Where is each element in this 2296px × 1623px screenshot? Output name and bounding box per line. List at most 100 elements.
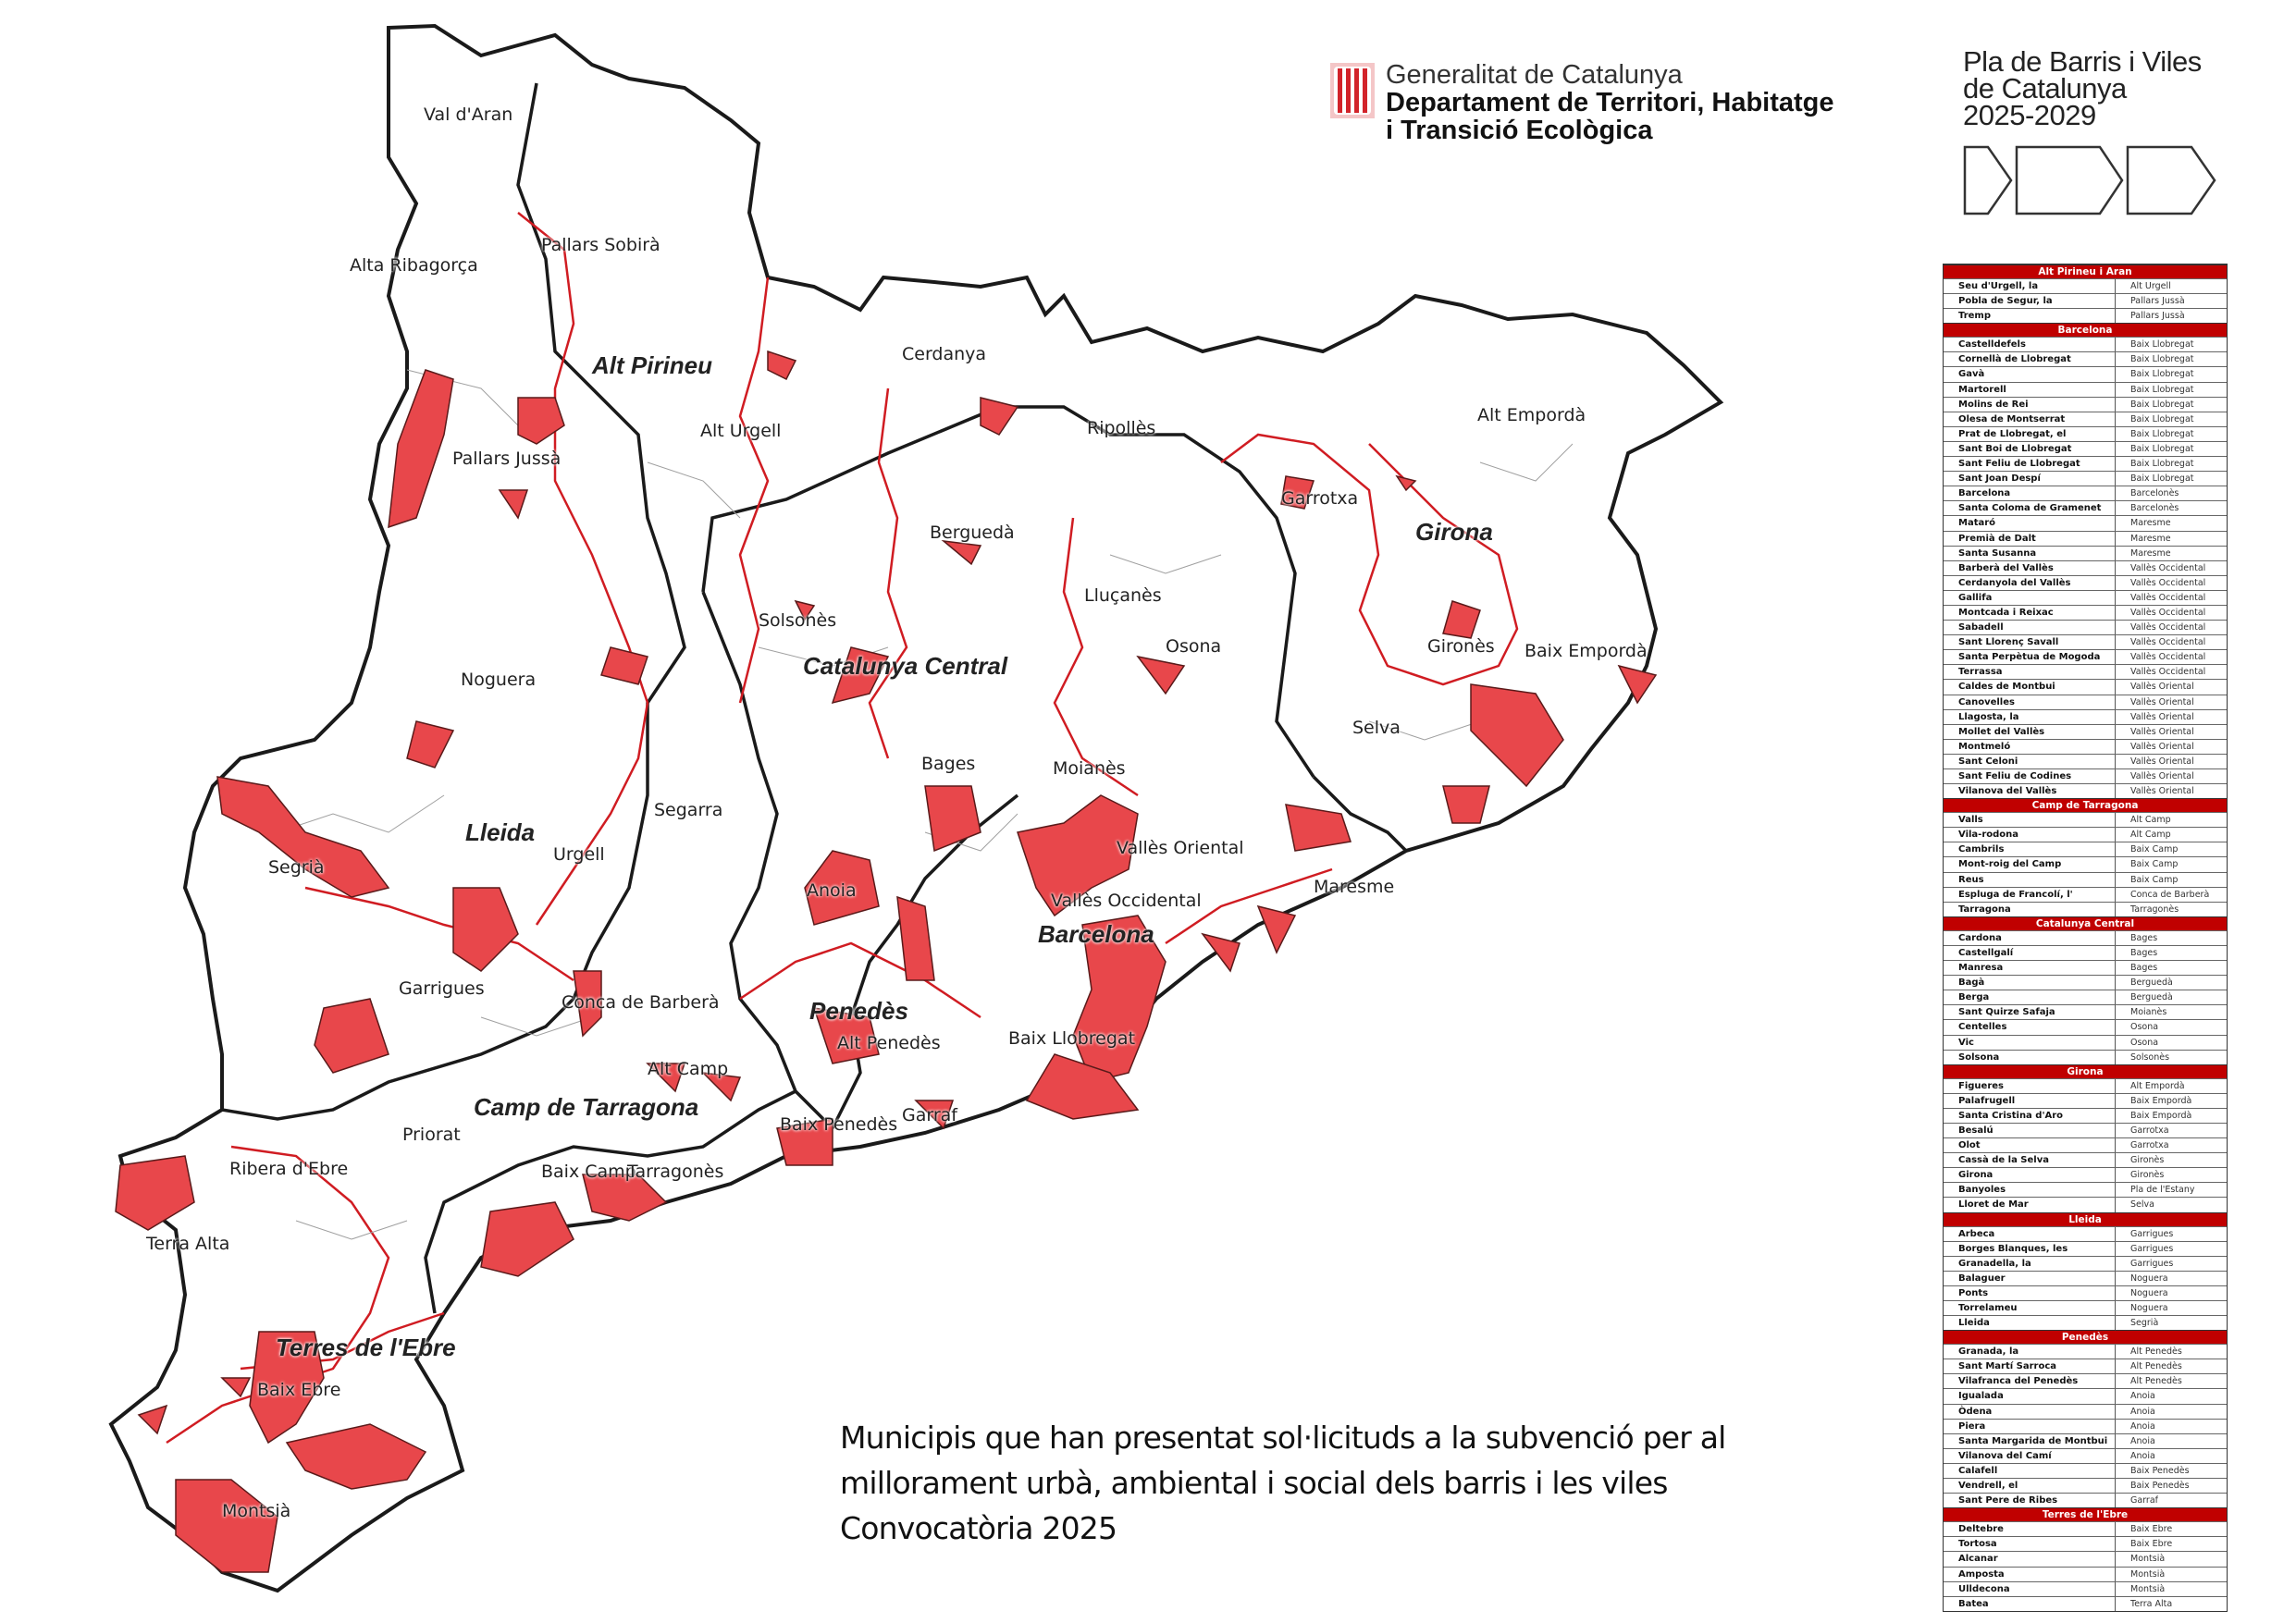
- comarca-name: Conca de Barberà: [2130, 889, 2210, 900]
- municipality-name: Alcanar: [1944, 1552, 2116, 1567]
- comarca-name: Vallès Occidental: [2130, 577, 2206, 588]
- province-border: [1312, 775, 1408, 853]
- comarca-label: Segrià: [268, 857, 325, 878]
- municipality-table: Alt Pirineu i Aran Seu d'Urgell, la Alt Ur…: [1943, 264, 2228, 1612]
- municipality-name: Palafrugell: [1944, 1093, 2116, 1108]
- table-group-header: Penedès: [1944, 1330, 2227, 1345]
- table-row: Castelldefels Baix Llobregat: [1944, 337, 2227, 352]
- department-name-line1: Departament de Territori, Habitatge: [1386, 88, 1834, 117]
- comarca-name: Noguera: [2130, 1287, 2168, 1298]
- municipality-name: Santa Perpètua de Mogoda: [1944, 650, 2116, 665]
- municipality-name: Granada, la: [1944, 1345, 2116, 1359]
- table-row: Valls Alt Camp: [1944, 812, 2227, 828]
- program-title-line2: de Catalunya: [1963, 72, 2127, 105]
- comarca-name: Gironès: [2130, 1155, 2165, 1166]
- comarca-name: Segrià: [2130, 1318, 2159, 1329]
- comarca-name: Baix Empordà: [2130, 1110, 2192, 1121]
- comarca-label: Pallars Sobirà: [541, 235, 660, 255]
- municipality-name: Llagosta, la: [1944, 709, 2116, 724]
- comarca-name: Alt Penedès: [2130, 1346, 2182, 1358]
- table-row: Santa Margarida de Montbui Anoia: [1944, 1432, 2227, 1448]
- municipality-name: Molins de Rei: [1944, 397, 2116, 412]
- table-row: Lleida Segrià: [1944, 1315, 2227, 1331]
- table-row: Sant Martí Sarroca Alt Penedès: [1944, 1359, 2227, 1374]
- municipality-name: Sant Boi de Llobregat: [1944, 441, 2116, 457]
- table-row: Sant Celoni Vallès Oriental: [1944, 753, 2227, 768]
- comarca-name: Baix Camp: [2130, 874, 2179, 885]
- municipality-name: Olot: [1944, 1138, 2116, 1153]
- comarca-name: Baix Llobregat: [2130, 354, 2194, 365]
- comarca-label: Alt Camp: [648, 1059, 729, 1079]
- municipality-name: Sant Quirze Safaja: [1944, 1005, 2116, 1020]
- municipality-name: Sant Pere de Ribes: [1944, 1494, 2116, 1508]
- municipality-name: Espluga de Francolí, l': [1944, 887, 2116, 902]
- municipality-name: Terrassa: [1944, 665, 2116, 680]
- table-row: Sant Llorenç Savall Vallès Occidental: [1944, 634, 2227, 650]
- comarca-name: Baix Penedès: [2130, 1481, 2190, 1492]
- comarca-name: Garrigues: [2130, 1258, 2174, 1269]
- municipality-name: Sant Celoni: [1944, 754, 2116, 768]
- table-row: Vilanova del Camí Anoia: [1944, 1447, 2227, 1463]
- comarca-name: Vallès Occidental: [2130, 592, 2206, 603]
- table-row: Vilanova del Vallès Vallès Oriental: [1944, 783, 2227, 799]
- comarca-name: Vallès Oriental: [2130, 682, 2194, 693]
- municipality-name: Canovelles: [1944, 695, 2116, 709]
- comarca-name: Gironès: [2130, 1170, 2165, 1181]
- municipality-name: Santa Susanna: [1944, 546, 2116, 560]
- table-row: Premià de Dalt Maresme: [1944, 530, 2227, 546]
- comarca-label: Baix Ebre: [257, 1380, 341, 1400]
- municipality-name: Cassà de la Selva: [1944, 1153, 2116, 1168]
- map-caption: Municipis que han presentat sol·licituds…: [840, 1415, 1726, 1551]
- municipality-name: Tremp: [1944, 309, 2116, 324]
- comarca-label: Alta Ribagorça: [350, 255, 478, 276]
- comarca-name: Bages: [2130, 932, 2158, 943]
- vegueria-borders: [166, 212, 1519, 1445]
- comarca-label: Ripollès: [1087, 418, 1156, 438]
- table-row: Òdena Anoia: [1944, 1403, 2227, 1419]
- municipality-name: Santa Margarida de Montbui: [1944, 1433, 2116, 1448]
- table-row: Lloret de Mar Selva: [1944, 1197, 2227, 1212]
- comarca-name: Vallès Oriental: [2130, 756, 2194, 767]
- comarca-label: Alt Penedès: [837, 1033, 941, 1053]
- comarca-name: Vallès Oriental: [2130, 711, 2194, 722]
- municipality-name: Vilanova del Camí: [1944, 1448, 2116, 1463]
- comarca-label: Segarra: [654, 800, 723, 820]
- table-row: Vila-rodona Alt Camp: [1944, 827, 2227, 842]
- comarca-name: Montsià: [2130, 1554, 2166, 1565]
- municipality-name: Martorell: [1944, 382, 2116, 397]
- table-row: Barcelona Barcelonès: [1944, 486, 2227, 501]
- table-row: Berga Berguedà: [1944, 990, 2227, 1005]
- comarca-name: Anoia: [2130, 1435, 2155, 1446]
- program-title-line1: Pla de Barris i Viles: [1963, 45, 2202, 78]
- table-row: Terrassa Vallès Occidental: [1944, 664, 2227, 680]
- comarca-name: Montsià: [2130, 1583, 2166, 1594]
- municipality-name: Bagà: [1944, 976, 2116, 990]
- comarca-label: Garrigues: [399, 978, 485, 999]
- comarca-label: Terra Alta: [146, 1234, 230, 1254]
- table-row: Calafell Baix Penedès: [1944, 1462, 2227, 1479]
- table-row: Caldes de Montbui Vallès Oriental: [1944, 679, 2227, 695]
- table-row: Canovelles Vallès Oriental: [1944, 694, 2227, 709]
- comarca-label: Tarragonès: [627, 1162, 724, 1182]
- comarca-label: Cerdanya: [902, 344, 987, 364]
- table-row: Girona Gironès: [1944, 1167, 2227, 1183]
- comarca-name: Garrigues: [2130, 1228, 2174, 1239]
- table-row: Piera Anoia: [1944, 1418, 2227, 1433]
- municipality-name: Sant Feliu de Codines: [1944, 769, 2116, 784]
- province-border: [424, 1089, 796, 1314]
- table-row: Llagosta, la Vallès Oriental: [1944, 708, 2227, 724]
- municipality-name: Premià de Dalt: [1944, 531, 2116, 546]
- comarca-name: Alt Urgell: [2130, 281, 2171, 291]
- comarca-name: Vallès Occidental: [2130, 622, 2206, 633]
- province-border: [701, 405, 1315, 778]
- comarca-name: Noguera: [2130, 1303, 2168, 1313]
- municipality-name: Vendrell, el: [1944, 1479, 2116, 1494]
- municipality-name: Seu d'Urgell, la: [1944, 279, 2116, 294]
- municipality-name: Mont-roig del Camp: [1944, 857, 2116, 872]
- caption-line3: Convocatòria 2025: [840, 1510, 1117, 1546]
- table-group-header: Alt Pirineu i Aran: [1944, 264, 2227, 278]
- table-row: Molins de Rei Baix Llobregat: [1944, 396, 2227, 412]
- program-period: 2025-2029: [1963, 99, 2096, 131]
- municipality-name: Granadella, la: [1944, 1256, 2116, 1271]
